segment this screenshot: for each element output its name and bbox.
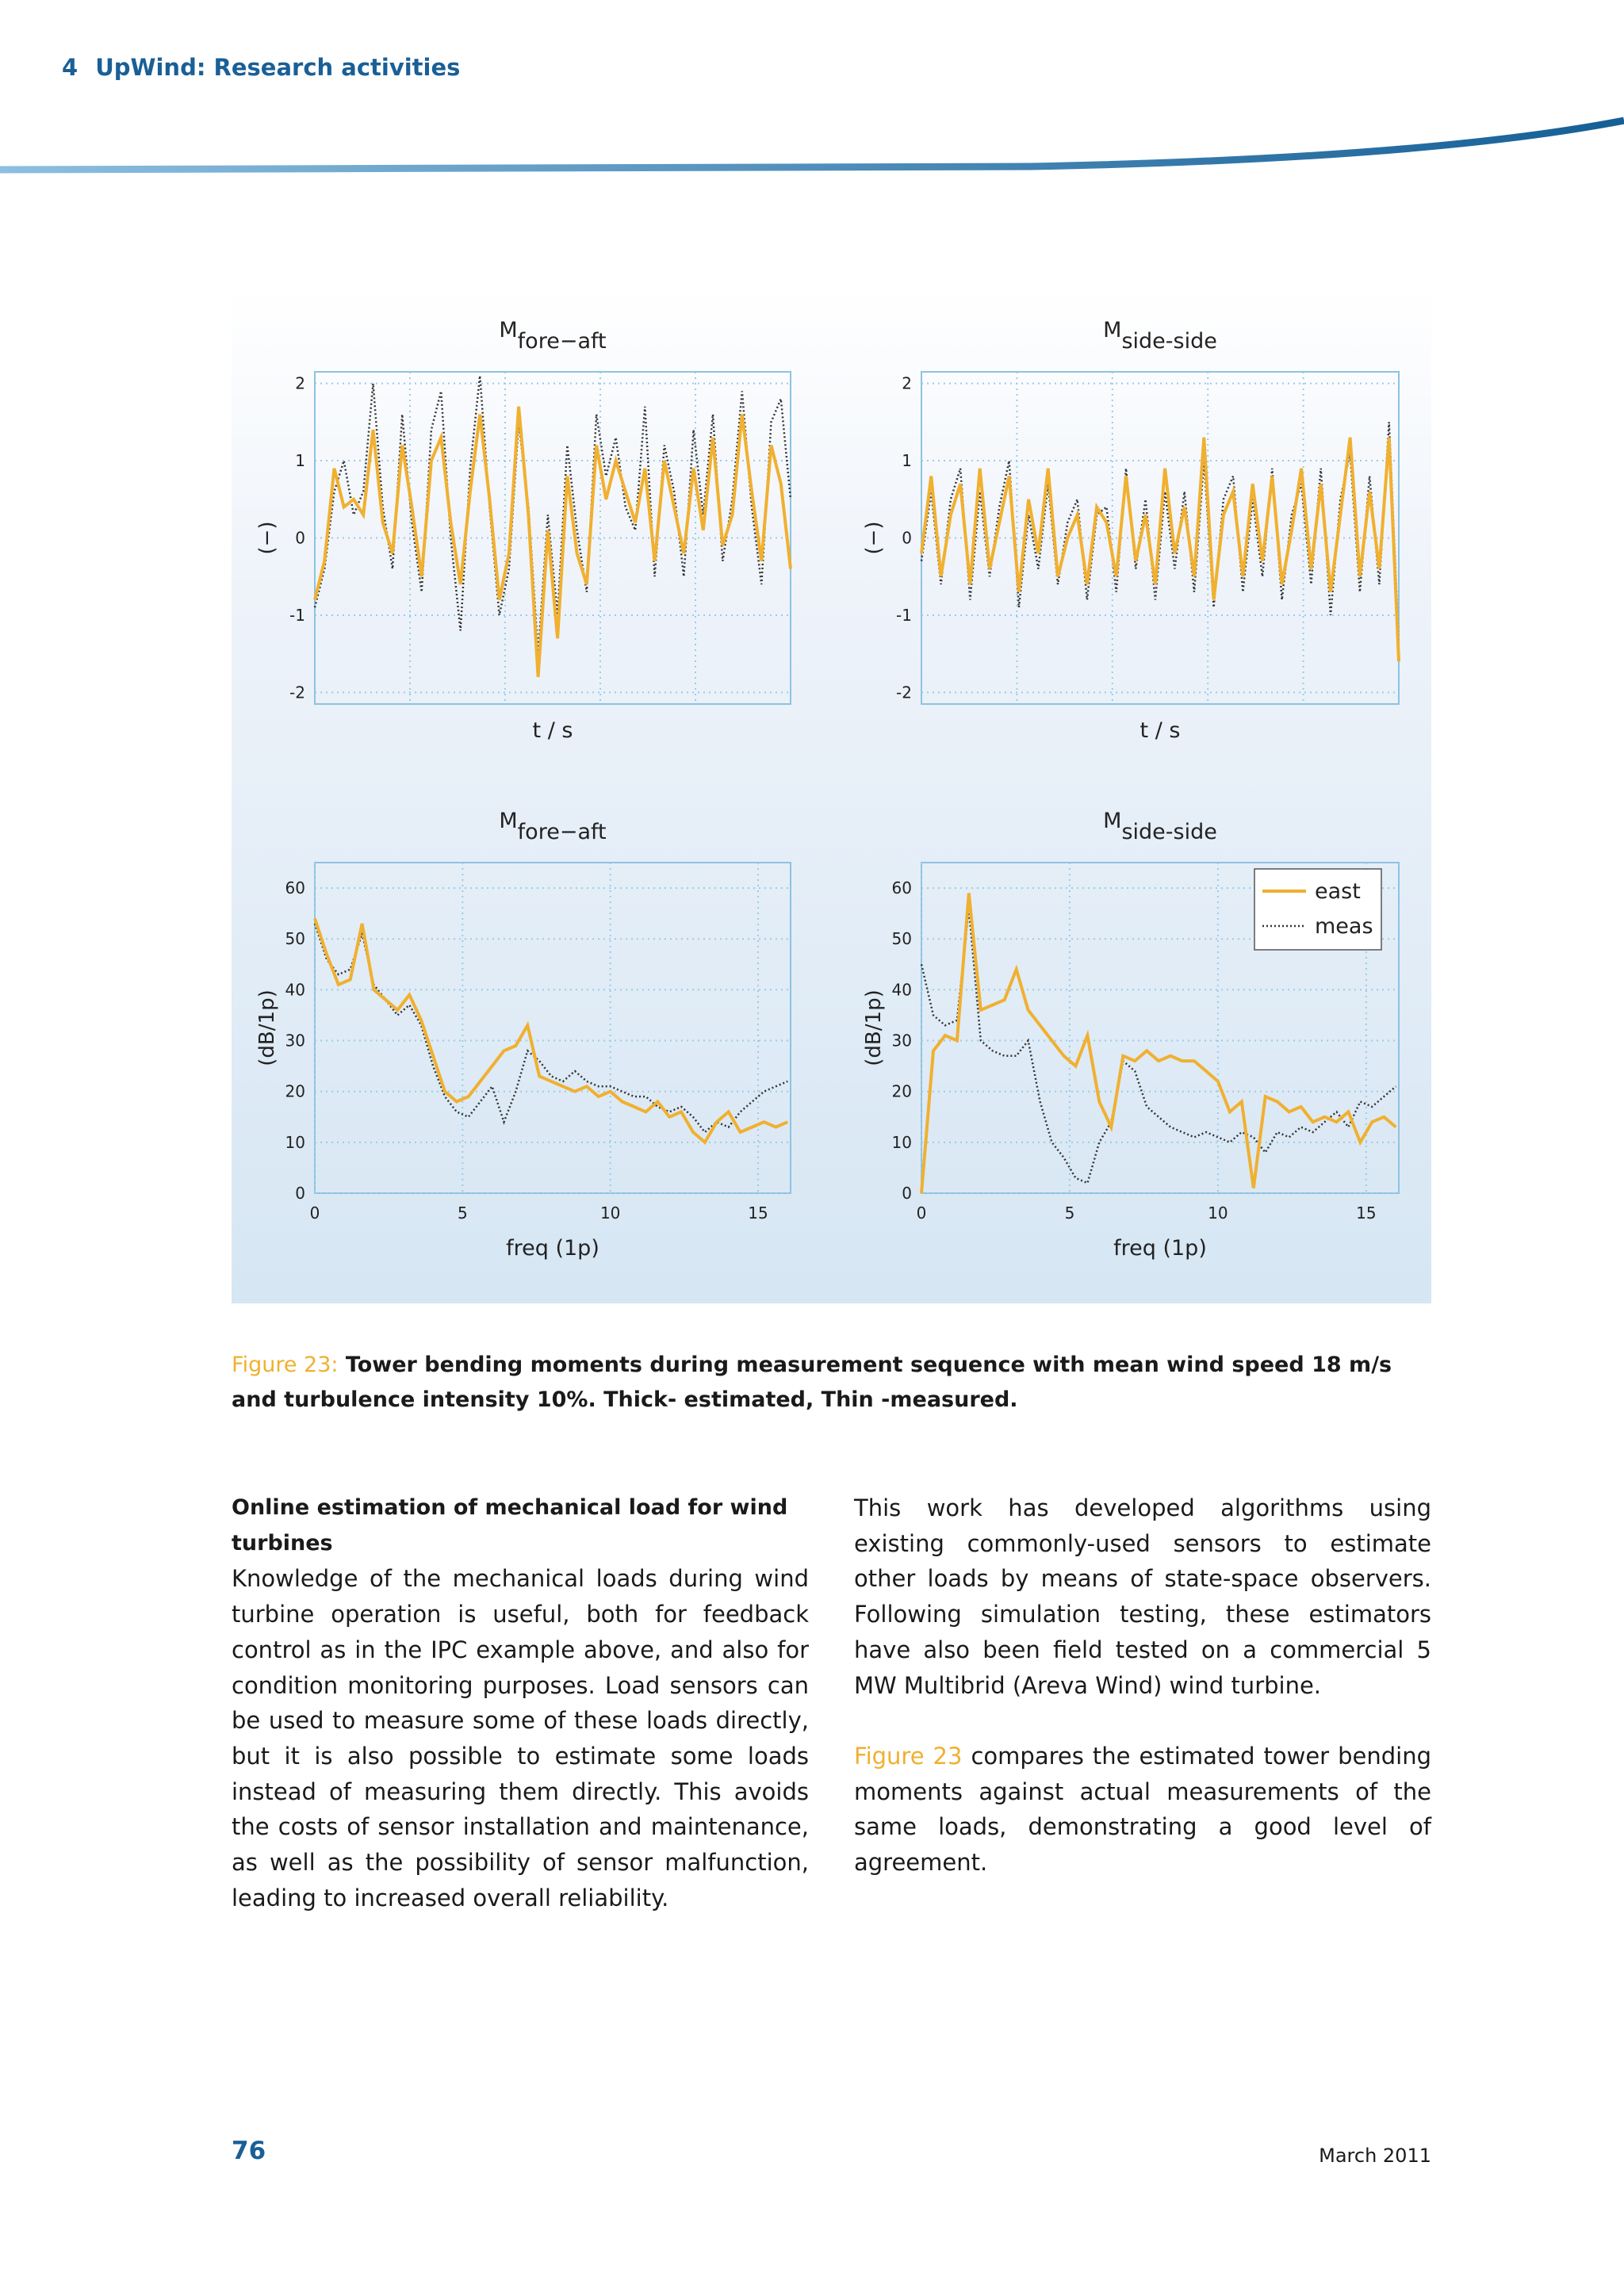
title-main: M: [1103, 318, 1121, 342]
y-tick-label: 20: [285, 1082, 305, 1101]
title-sub: side-side: [1121, 329, 1216, 354]
x-tick-label: 10: [1208, 1203, 1228, 1223]
x-axis-label: t / s: [533, 718, 573, 743]
x-tick-label: 10: [600, 1203, 620, 1223]
y-tick-label: -2: [289, 683, 305, 702]
y-tick-label: 60: [892, 878, 912, 897]
y-tick-label: 0: [295, 1184, 305, 1203]
left-column: Online estimation of mechanical load for…: [232, 1490, 809, 1915]
running-header: 4 UpWind: Research activities: [62, 54, 477, 81]
data-line: [920, 908, 1397, 1184]
x-axis-label: freq (1p): [506, 1236, 599, 1261]
y-axis-label: (dB/1p): [862, 989, 886, 1066]
paragraph-text: compares the estimated tower bending mom…: [854, 1742, 1431, 1877]
y-tick-label: 40: [892, 980, 912, 999]
data-line: [313, 406, 792, 678]
x-tick-label: 5: [1065, 1203, 1075, 1223]
header-curve: [0, 117, 1624, 174]
x-tick-label: 5: [458, 1203, 468, 1223]
charts: Mfore−aft (−) t / s -2 -1 0 1 2 Mside-side (−) t /…: [255, 318, 1400, 1261]
y-tick-label: 0: [295, 529, 305, 548]
chart-title: Mfore−aft: [499, 809, 606, 844]
y-tick-label: 10: [285, 1133, 305, 1152]
title-sub: fore−aft: [518, 820, 607, 844]
data-line: [313, 923, 788, 1134]
y-tick-label: -1: [289, 606, 305, 625]
y-tick-label: 10: [892, 1133, 912, 1152]
x-tick-label: 0: [310, 1203, 320, 1223]
data-line: [920, 437, 1400, 662]
caption: Figure 23: Tower bending moments during …: [232, 1348, 1431, 1418]
legend-label: east: [1315, 879, 1361, 904]
section-heading: Online estimation of mechanical load for…: [232, 1495, 788, 1556]
y-tick-label: 20: [892, 1082, 912, 1101]
x-tick-label: 0: [917, 1203, 927, 1223]
title-sub: fore−aft: [518, 329, 607, 354]
y-tick-label: 30: [285, 1031, 305, 1050]
paragraph: Figure 23 compares the estimated tower b…: [854, 1739, 1431, 1881]
footer-date: March 2011: [1319, 2145, 1431, 2167]
section-title: UpWind: Research activities: [95, 54, 461, 81]
y-axis-label: (−): [255, 521, 279, 554]
y-tick-label: 0: [902, 1184, 912, 1203]
y-axis-label: (−): [862, 521, 886, 554]
x-tick-label: 15: [1356, 1203, 1376, 1223]
title-main: M: [499, 318, 517, 342]
x-tick-label: 15: [748, 1203, 768, 1223]
x-axis-label: freq (1p): [1113, 1236, 1207, 1261]
y-tick-label: 50: [892, 929, 912, 948]
plot-area: [314, 862, 791, 1194]
data-line: [920, 893, 1397, 1194]
section-number: 4: [62, 54, 79, 81]
figure-background: [232, 285, 1431, 1303]
chart-title: Mfore−aft: [499, 318, 606, 354]
y-tick-label: 0: [902, 529, 912, 548]
y-tick-label: 1: [902, 451, 912, 470]
title-main: M: [1103, 809, 1121, 833]
paragraph: This work has developed algorithms using…: [854, 1494, 1431, 1699]
legend-box: [1254, 868, 1382, 951]
title-sub: side-side: [1121, 820, 1216, 844]
y-tick-label: -2: [896, 683, 912, 702]
y-tick-label: 2: [295, 374, 305, 393]
paragraph: Knowledge of the mechanical loads during…: [232, 1565, 809, 1911]
right-column: This work has developed algorithms using…: [854, 1490, 1431, 1881]
legend-label: meas: [1315, 914, 1373, 939]
chart-title: Mside-side: [1103, 318, 1217, 354]
y-tick-label: 1: [295, 451, 305, 470]
caption-text: Tower bending moments during measurement…: [232, 1353, 1392, 1412]
page-number: 76: [232, 2137, 266, 2165]
y-tick-label: 60: [285, 878, 305, 897]
y-axis-label: (dB/1p): [255, 989, 279, 1066]
y-tick-label: 40: [285, 980, 305, 999]
figure-reference[interactable]: Figure 23: [854, 1742, 963, 1770]
y-tick-label: -1: [896, 606, 912, 625]
y-tick-label: 30: [892, 1031, 912, 1050]
title-main: M: [499, 809, 517, 833]
chart-title: Mside-side: [1103, 809, 1217, 844]
y-tick-label: 50: [285, 929, 305, 948]
y-tick-label: 2: [902, 374, 912, 393]
caption-label: Figure 23:: [232, 1353, 339, 1377]
data-line: [313, 917, 789, 1145]
x-axis-label: t / s: [1140, 718, 1181, 743]
